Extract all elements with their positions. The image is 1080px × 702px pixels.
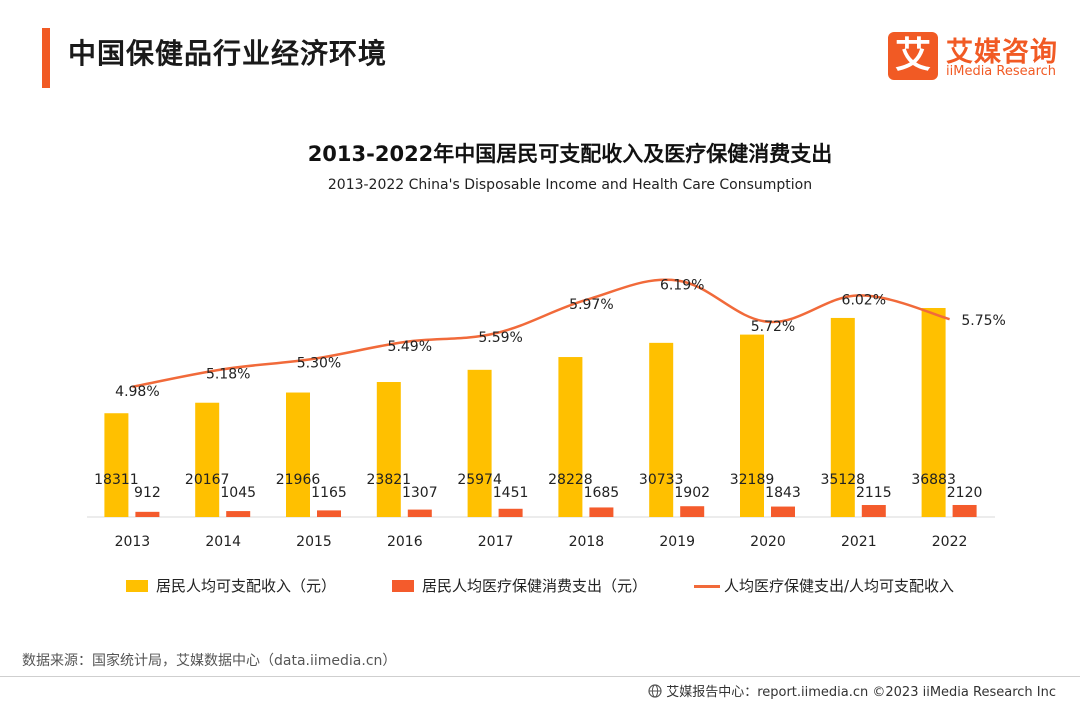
- ratio-value-label: 5.75%: [961, 313, 1005, 329]
- health-value-label: 1045: [220, 485, 256, 501]
- health-value-label: 2115: [856, 485, 892, 501]
- legend-label-ratio: 人均医疗保健支出/人均可支配收入: [724, 577, 955, 595]
- ratio-line: [132, 278, 950, 389]
- income-bar: [376, 382, 401, 517]
- income-value-label: 28228: [548, 472, 593, 488]
- income-value-label: 35128: [821, 472, 866, 488]
- health-bar: [680, 506, 705, 517]
- footer: 艾媒报告中心：report.iimedia.cn ©2023 iiMedia R…: [648, 681, 1056, 700]
- x-tick-label: 2019: [659, 534, 695, 550]
- income-bar: [649, 342, 674, 517]
- income-value-label: 20167: [185, 472, 230, 488]
- income-value-label: 18311: [94, 472, 139, 488]
- footer-text: 艾媒报告中心：report.iimedia.cn ©2023 iiMedia R…: [666, 685, 1056, 700]
- health-bar: [135, 511, 160, 517]
- iimedia-logo: 艾 艾媒咨询 iiMedia Research: [888, 30, 1068, 86]
- legend-label-income: 居民人均可支配收入（元）: [156, 577, 337, 595]
- x-tick-label: 2018: [569, 534, 605, 550]
- health-value-label: 912: [134, 485, 161, 501]
- x-tick-label: 2021: [841, 534, 877, 550]
- data-source: 数据来源：国家统计局，艾媒数据中心（data.iimedia.cn）: [22, 653, 397, 669]
- legend-swatch-health: [392, 580, 414, 592]
- income-bar: [286, 392, 310, 517]
- health-bar: [407, 509, 432, 517]
- health-value-label: 2120: [947, 485, 983, 501]
- x-tick-label: 2013: [115, 534, 151, 550]
- ratio-value-label: 5.18%: [206, 366, 250, 382]
- ratio-value-label: 5.97%: [569, 297, 613, 313]
- health-bar: [952, 504, 977, 517]
- income-value-label: 21966: [276, 472, 321, 488]
- ratio-value-label: 5.30%: [297, 356, 341, 372]
- health-bar: [589, 507, 614, 517]
- logo-en-text: iiMedia Research: [946, 64, 1057, 79]
- income-value-label: 25974: [457, 472, 502, 488]
- globe-icon: [648, 684, 662, 698]
- legend-line-ratio: [694, 585, 720, 588]
- chart-title: 2013-2022年中国居民可支配收入及医疗保健消费支出: [307, 142, 833, 166]
- x-tick-label: 2020: [750, 534, 786, 550]
- ratio-value-label: 5.49%: [388, 339, 432, 355]
- income-value-label: 36883: [911, 472, 956, 488]
- x-tick-label: 2014: [205, 534, 241, 550]
- health-value-label: 1685: [584, 485, 620, 501]
- page-title: 中国保健品行业经济环境: [68, 37, 388, 70]
- logo-mark: 艾: [888, 32, 938, 80]
- health-bar: [317, 510, 341, 517]
- health-bar: [861, 505, 886, 517]
- income-bar: [921, 307, 946, 517]
- income-value-label: 30733: [639, 472, 684, 488]
- x-tick-label: 2022: [932, 534, 968, 550]
- health-bar: [498, 508, 523, 517]
- x-tick-label: 2017: [478, 534, 514, 550]
- chart-subtitle: 2013-2022 China's Disposable Income and …: [327, 177, 813, 193]
- x-tick-label: 2016: [387, 534, 423, 550]
- ratio-value-label: 5.72%: [751, 319, 795, 335]
- x-tick-label: 2015: [296, 534, 332, 550]
- ratio-value-label: 4.98%: [115, 384, 159, 400]
- health-value-label: 1165: [311, 485, 347, 501]
- logo-cn-text: 艾媒咨询: [946, 37, 1058, 68]
- health-value-label: 1451: [493, 485, 529, 501]
- income-bar: [104, 413, 129, 517]
- health-value-label: 1902: [674, 485, 710, 501]
- income-value-label: 32189: [730, 472, 775, 488]
- income-bar: [195, 402, 220, 517]
- income-bar: [467, 369, 492, 517]
- health-bar: [226, 511, 251, 517]
- health-bar: [771, 506, 795, 517]
- legend-swatch-income: [126, 580, 148, 592]
- legend-label-health: 居民人均医疗保健消费支出（元）: [422, 577, 648, 595]
- title-accent-bar: [42, 28, 50, 88]
- income-bar: [558, 357, 583, 517]
- income-bar: [740, 334, 764, 517]
- ratio-value-label: 6.19%: [660, 277, 704, 293]
- health-value-label: 1307: [402, 485, 438, 501]
- health-value-label: 1843: [765, 485, 801, 501]
- ratio-value-label: 6.02%: [842, 292, 886, 308]
- footer-divider: [0, 676, 1080, 677]
- ratio-value-label: 5.59%: [478, 330, 522, 346]
- income-value-label: 23821: [367, 472, 412, 488]
- income-bar: [830, 317, 855, 517]
